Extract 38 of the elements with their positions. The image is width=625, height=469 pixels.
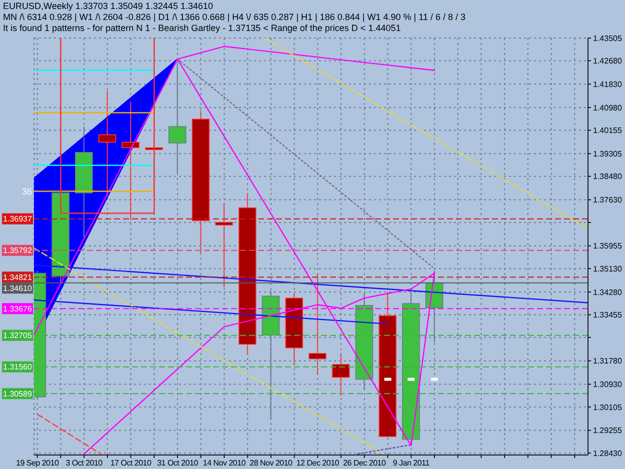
x-tick-label: 14 Nov 2010 bbox=[202, 458, 246, 468]
ref-line-label: 1.33676 bbox=[3, 304, 33, 314]
x-tick-label: 31 Oct 2010 bbox=[157, 458, 199, 468]
y-tick-label: 1.28430 bbox=[593, 448, 622, 458]
y-tick-label: 1.43505 bbox=[593, 34, 622, 43]
x-tick-label: 28 Nov 2010 bbox=[250, 458, 294, 468]
chart-title: EURUSD,Weekly 1.33703 1.35049 1.32445 1.34610 bbox=[3, 1, 214, 12]
x-tick-label: 26 Dec 2010 bbox=[343, 458, 387, 468]
y-tick-label: 1.33455 bbox=[593, 310, 622, 320]
text: It is found 1 patterns - for pattern N 1 - Bearish Gartley - 1.37135 < Range of the prices D < 1.44051 bbox=[3, 23, 402, 34]
annotation: 36 bbox=[22, 186, 32, 196]
ref-line-label: 1.34610 bbox=[3, 284, 33, 293]
x-tick-label: 12 Dec 2010 bbox=[296, 458, 340, 468]
y-tick-label: 1.30105 bbox=[593, 402, 622, 412]
y-tick-label: 1.42680 bbox=[593, 56, 622, 66]
y-tick-label: 1.37630 bbox=[593, 196, 622, 205]
y-tick-label: 1.38480 bbox=[593, 172, 622, 182]
ref-line-label: 1.30589 bbox=[3, 389, 33, 398]
ref-line-label: 1.34821 bbox=[3, 272, 33, 282]
x-tick-label: 17 Oct 2010 bbox=[110, 458, 152, 468]
y-tick-label: 1.39305 bbox=[593, 149, 622, 158]
ref-line-label: 1.31560 bbox=[3, 362, 33, 372]
y-tick-label: 1.35130 bbox=[593, 264, 622, 274]
chart-subtitle: MN /\ 6314 0.928 | W1 /\ 2604 -0.826 | D1 /\ 1366 0.668 | H4 \/ 635 0.287 | H1 | 186 0.844 | W1 4.90 % | 11 / 6 / 8 / 3 bbox=[3, 12, 466, 23]
y-tick-label: 1.35955 bbox=[593, 242, 622, 251]
y-tick-label: 1.40155 bbox=[593, 126, 622, 136]
y-tick-label: 1.30930 bbox=[593, 380, 622, 390]
y-tick-label: 1.34280 bbox=[593, 288, 622, 297]
ref-line-label: 1.35792 bbox=[3, 246, 33, 256]
y-tick-label: 1.31780 bbox=[593, 356, 622, 366]
y-tick-label: 1.29255 bbox=[593, 426, 622, 436]
x-tick-label: 9 Jan 2011 bbox=[392, 458, 430, 468]
ref-line-label: 1.36937 bbox=[3, 214, 33, 224]
y-tick-label: 1.41830 bbox=[593, 80, 622, 89]
y-tick-label: 1.40980 bbox=[593, 103, 622, 112]
ref-line-label: 1.32705 bbox=[3, 331, 33, 340]
x-tick-label: 3 Oct 2010 bbox=[66, 458, 104, 468]
x-tick-label: 19 Sep 2010 bbox=[16, 458, 60, 468]
